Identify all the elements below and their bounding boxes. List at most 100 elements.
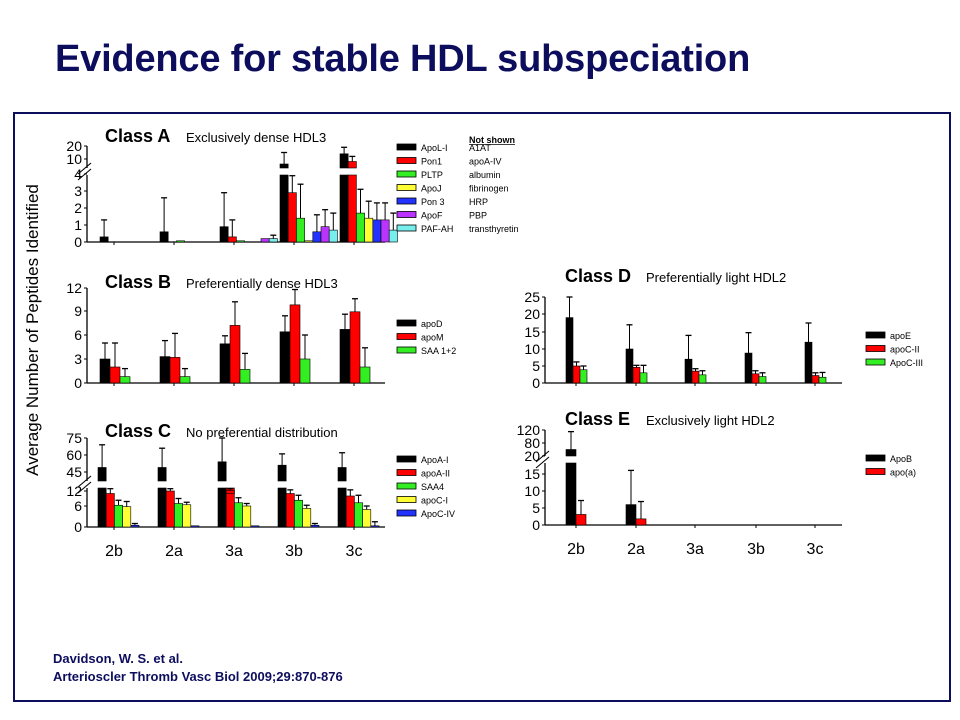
bar <box>217 487 227 528</box>
y-tick-label: 5 <box>532 358 540 374</box>
legend-swatch <box>396 211 417 218</box>
bar <box>234 502 243 528</box>
y-tick-label: 75 <box>66 430 82 446</box>
bar <box>99 358 111 384</box>
legend-label: PAF-AH <box>421 224 453 234</box>
legend-label: ApoL-I <box>421 143 448 153</box>
not-shown-item: PBP <box>469 211 487 221</box>
bar <box>328 229 338 243</box>
panel-subtitle: Exclusively dense HDL3 <box>186 130 326 145</box>
legend-swatch <box>396 469 417 476</box>
legend-swatch <box>396 346 417 354</box>
bar <box>339 329 351 384</box>
bar <box>277 487 287 528</box>
bar <box>279 331 291 384</box>
bar <box>751 373 760 384</box>
panel-subtitle: Preferentially light HDL2 <box>646 270 786 285</box>
legend-swatch <box>396 224 417 232</box>
bar <box>260 238 270 243</box>
y-tick-label: 0 <box>74 519 82 535</box>
bar <box>227 236 237 243</box>
bar <box>625 348 634 384</box>
bar <box>359 366 371 384</box>
y-tick-label: 6 <box>74 327 82 343</box>
bar <box>296 217 305 243</box>
bar <box>337 487 347 528</box>
bar <box>639 372 648 384</box>
bar <box>354 502 363 528</box>
y-tick-label: 2 <box>74 200 82 216</box>
legend-label: ApoB <box>890 454 912 464</box>
legend-label: apoA-II <box>421 469 450 479</box>
legend-swatch <box>396 496 417 503</box>
bar <box>159 231 169 243</box>
legend-swatch <box>396 197 417 205</box>
bar <box>818 376 827 384</box>
bar-upper <box>279 163 289 169</box>
bar <box>380 219 390 243</box>
bar <box>364 217 374 243</box>
y-tick-label: 120 <box>517 422 541 438</box>
bar <box>310 524 320 528</box>
bar <box>565 317 574 384</box>
bar <box>279 174 289 243</box>
bar <box>302 508 312 528</box>
bar <box>219 343 231 384</box>
legend-label: apo(a) <box>890 468 916 478</box>
y-tick-label: 3 <box>74 183 82 199</box>
bar <box>347 174 357 243</box>
not-shown-item: A1AT <box>469 143 491 153</box>
bar <box>165 490 175 528</box>
axis-break-mark <box>77 162 92 175</box>
panel-subtitle: No preferential distribution <box>186 425 338 440</box>
legend-label: apoC-II <box>890 345 920 355</box>
legend-label: ApoJ <box>421 184 442 194</box>
axis-break-mark <box>77 475 92 488</box>
bar <box>169 357 181 384</box>
legend-swatch <box>396 170 417 178</box>
legend-label: apoE <box>890 331 911 341</box>
bar-upper <box>97 467 107 482</box>
x-category-label: 3c <box>807 541 824 558</box>
x-category-label: 2a <box>165 543 183 560</box>
y-tick-label: 0 <box>74 375 82 391</box>
y-tick-label: 20 <box>524 306 540 322</box>
y-tick-label: 3 <box>74 351 82 367</box>
legend-label: apoM <box>421 333 444 343</box>
not-shown-heading: Not shown <box>469 135 515 145</box>
figure-frame <box>13 112 951 702</box>
bar <box>804 341 813 384</box>
legend-label: Pon1 <box>421 157 442 167</box>
bar-upper <box>217 461 227 482</box>
y-tick-label: 1 <box>74 217 82 233</box>
bar <box>105 493 115 528</box>
slide-title: Evidence for stable HDL subspeciation <box>55 38 751 80</box>
citation-authors: Davidson, W. S. et al. <box>53 651 184 666</box>
bar <box>122 506 132 528</box>
legend-label: ApoA-I <box>421 455 449 465</box>
bar <box>625 504 637 526</box>
bar <box>579 369 588 384</box>
panel-title: Class B <box>105 272 171 292</box>
y-tick-label: 10 <box>524 483 540 499</box>
bar <box>99 236 109 243</box>
bar <box>304 240 314 243</box>
legend-swatch <box>396 509 417 517</box>
legend-label: ApoC-III <box>890 358 923 368</box>
bar <box>242 505 252 528</box>
bar <box>635 518 647 526</box>
bar <box>565 462 577 526</box>
bar <box>182 504 192 528</box>
axis-break-mark <box>535 456 550 469</box>
bar <box>632 367 641 384</box>
bar-upper <box>565 449 577 457</box>
legend-label: ApoF <box>421 211 443 221</box>
bar <box>370 525 380 528</box>
y-tick-label: 25 <box>524 289 540 305</box>
bar <box>119 376 131 384</box>
y-tick-label: 4 <box>74 166 82 182</box>
bar <box>229 325 241 384</box>
